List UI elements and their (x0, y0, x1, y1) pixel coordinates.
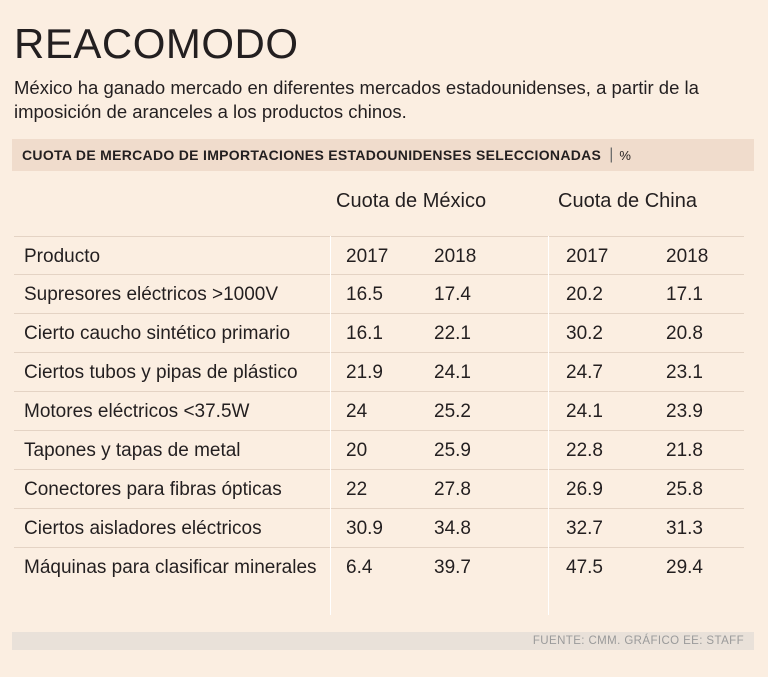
product-name: Supresores eléctricos >1000V (24, 284, 279, 305)
share-value: 24.1 (434, 362, 471, 383)
share-value: 30.9 (346, 518, 383, 539)
group-label-china: Cuota de China (558, 190, 697, 212)
share-value: 26.9 (566, 479, 603, 500)
share-value: 29.4 (666, 557, 703, 578)
share-value: 24.7 (566, 362, 603, 383)
table-row: Ciertos aisladores eléctricos 30.9 34.8 32.… (14, 508, 744, 548)
header-separator: | (609, 146, 614, 163)
page-title: REACOMODO (14, 20, 299, 67)
share-value: 47.5 (566, 557, 603, 578)
column-divider (330, 236, 331, 615)
unit-label: % (619, 147, 631, 163)
share-value: 23.9 (666, 401, 703, 422)
subtitle: México ha ganado mercado en diferentes m… (14, 77, 699, 122)
table-header-bar: CUOTA DE MERCADO DE IMPORTACIONES ESTADO… (12, 139, 754, 171)
share-value: 16.5 (346, 284, 383, 305)
share-value: 20 (346, 440, 368, 461)
column-header-product: Producto (24, 246, 101, 267)
table-row: Motores eléctricos <37.5W 24 25.2 24.1 23.9 (14, 391, 744, 431)
share-value: 22.1 (434, 323, 471, 344)
share-value: 32.7 (566, 518, 603, 539)
table-row: Supresores eléctricos >1000V 16.5 17.4 20.2… (14, 274, 744, 314)
product-name: Máquinas para clasificar minerales (24, 557, 317, 578)
product-name: Cierto caucho sintético primario (24, 323, 291, 344)
share-value: 24.1 (566, 401, 603, 422)
product-name: Motores eléctricos <37.5W (24, 401, 250, 422)
share-value: 17.1 (666, 284, 703, 305)
table-title: CUOTA DE MERCADO DE IMPORTACIONES ESTADO… (22, 147, 602, 163)
source-footer: FUENTE: CMM. GRÁFICO EE: STAFF (12, 632, 754, 650)
column-divider (548, 236, 549, 615)
source-text: FUENTE: CMM. GRÁFICO EE: STAFF (532, 635, 744, 647)
share-value: 31.3 (666, 518, 703, 539)
product-name: Conectores para fibras ópticas (24, 479, 282, 500)
table-row: Ciertos tubos y pipas de plástico 21.9 24.… (14, 352, 744, 392)
share-value: 25.2 (434, 401, 471, 422)
share-value: 27.8 (434, 479, 471, 500)
share-value: 16.1 (346, 323, 383, 344)
group-label-mexico: Cuota de México (336, 190, 487, 212)
share-value: 20.8 (666, 323, 703, 344)
share-value: 22.8 (566, 440, 603, 461)
share-value: 21.8 (666, 440, 703, 461)
column-header-year: 2018 (666, 246, 709, 267)
share-value: 25.8 (666, 479, 703, 500)
share-value: 17.4 (434, 284, 471, 305)
share-value: 22 (346, 479, 368, 500)
share-value: 34.8 (434, 518, 471, 539)
table-row: Conectores para fibras ópticas 22 27.8 26.9… (14, 469, 744, 509)
share-value: 21.9 (346, 362, 383, 383)
table-header-row: Producto 2017 2018 2017 2018 (14, 236, 744, 275)
table-row: Cierto caucho sintético primario 16.1 22.1… (14, 313, 744, 353)
table-row: Máquinas para clasificar minerales 6.4 39.… (14, 547, 744, 616)
product-name: Ciertos aisladores eléctricos (24, 518, 262, 539)
share-value: 25.9 (434, 440, 471, 461)
share-value: 30.2 (566, 323, 603, 344)
share-value: 24 (346, 401, 368, 422)
product-name: Tapones y tapas de metal (24, 440, 241, 461)
column-header-year: 2018 (434, 246, 477, 267)
table-row: Tapones y tapas de metal 20 25.9 22.8 21.8 (14, 430, 744, 470)
column-header-year: 2017 (566, 246, 609, 267)
share-value: 20.2 (566, 284, 603, 305)
share-value: 23.1 (666, 362, 703, 383)
share-value: 6.4 (346, 557, 373, 578)
share-value: 39.7 (434, 557, 471, 578)
column-header-year: 2017 (346, 246, 389, 267)
product-name: Ciertos tubos y pipas de plástico (24, 362, 298, 383)
